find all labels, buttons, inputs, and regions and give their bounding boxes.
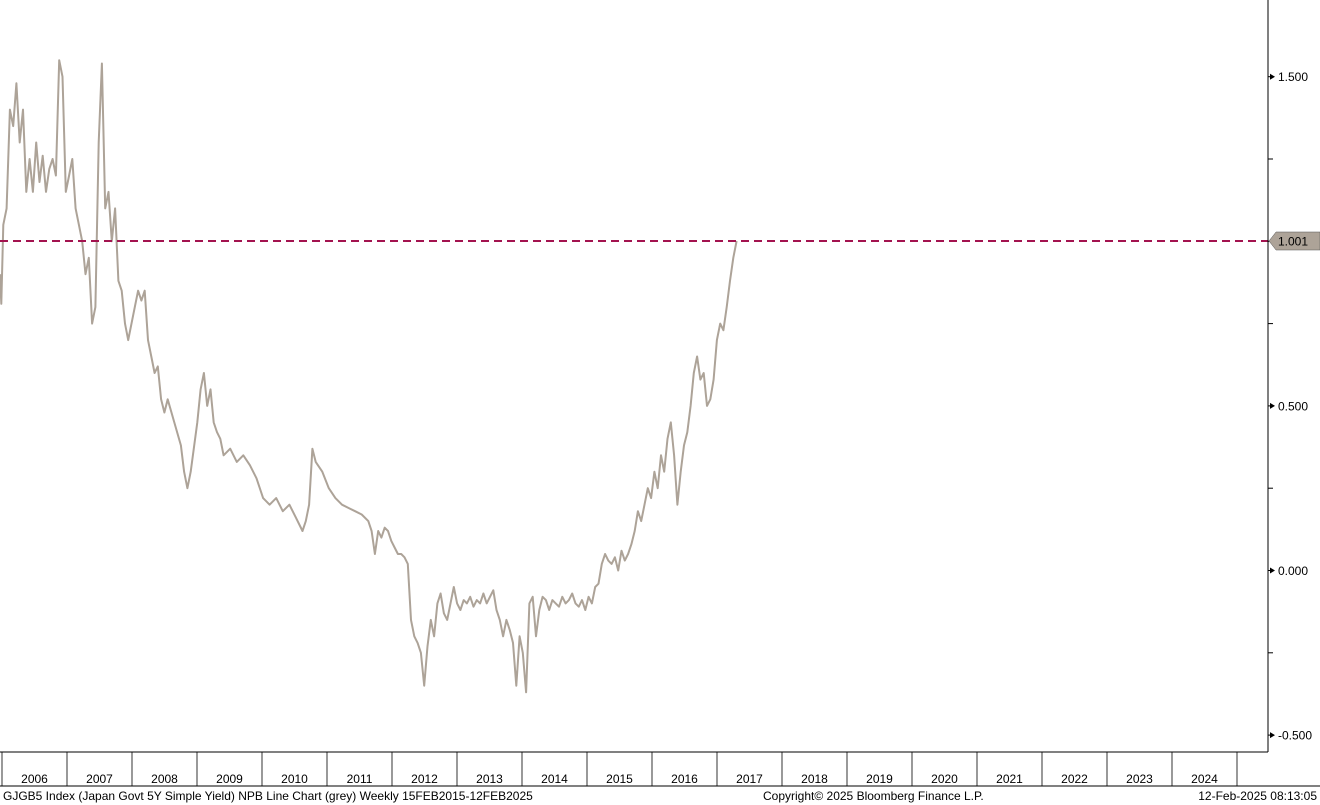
y-tick-label: 0.500 — [1278, 399, 1308, 413]
x-tick-label: 2008 — [151, 772, 178, 786]
copyright-notice: Copyright© 2025 Bloomberg Finance L.P. — [763, 789, 984, 803]
x-tick-label: 2014 — [541, 772, 568, 786]
ticker-description: GJGB5 Index (Japan Govt 5Y Simple Yield)… — [3, 789, 533, 803]
y-tick-label: -0.500 — [1278, 729, 1312, 743]
last-value-tag: 1.001 — [1268, 231, 1320, 251]
last-value-tag-text: 1.001 — [1278, 235, 1308, 249]
x-axis — [0, 751, 1320, 787]
x-tick-label: 2017 — [736, 772, 763, 786]
x-tick-label: 2021 — [996, 772, 1023, 786]
x-tick-label: 2024 — [1191, 772, 1218, 786]
x-tick-label: 2011 — [347, 772, 373, 786]
series-line-1 — [0, 59, 738, 694]
x-tick-label: 2018 — [801, 772, 828, 786]
x-tick-label: 2015 — [606, 772, 633, 786]
x-tick-label: 2019 — [866, 772, 893, 786]
y-tick-label: 0.000 — [1278, 564, 1308, 578]
series-layer — [0, 59, 738, 694]
x-tick-label: 2020 — [931, 772, 958, 786]
y-tick-marker — [1270, 567, 1275, 574]
y-tick-marker — [1270, 732, 1275, 739]
plot-area — [0, 59, 1268, 694]
y-tick-label: 1.500 — [1278, 70, 1308, 84]
x-tick-label: 2009 — [216, 772, 243, 786]
y-ticks: 1.500 0.500 0.000 -0.500 — [1268, 70, 1312, 743]
x-tick-label: 2007 — [86, 772, 113, 786]
x-tick-label: 2023 — [1126, 772, 1153, 786]
y-tick-marker — [1270, 402, 1275, 409]
x-tick-label: 2013 — [476, 772, 503, 786]
y-tick-marker — [1270, 73, 1275, 80]
x-ticks: 2006 2007 2008 2009 2010 2011 2012 2013 2014 2015… — [1, 752, 1238, 786]
x-tick-label: 2010 — [281, 772, 308, 786]
x-tick-label: 2012 — [411, 772, 438, 786]
x-tick-label: 2006 — [21, 772, 48, 786]
x-tick-label: 2016 — [671, 772, 698, 786]
last-value-tag-background — [1268, 231, 1320, 251]
timestamp: 12-Feb-2025 08:13:05 — [1198, 789, 1317, 803]
x-tick-label: 2022 — [1061, 772, 1088, 786]
